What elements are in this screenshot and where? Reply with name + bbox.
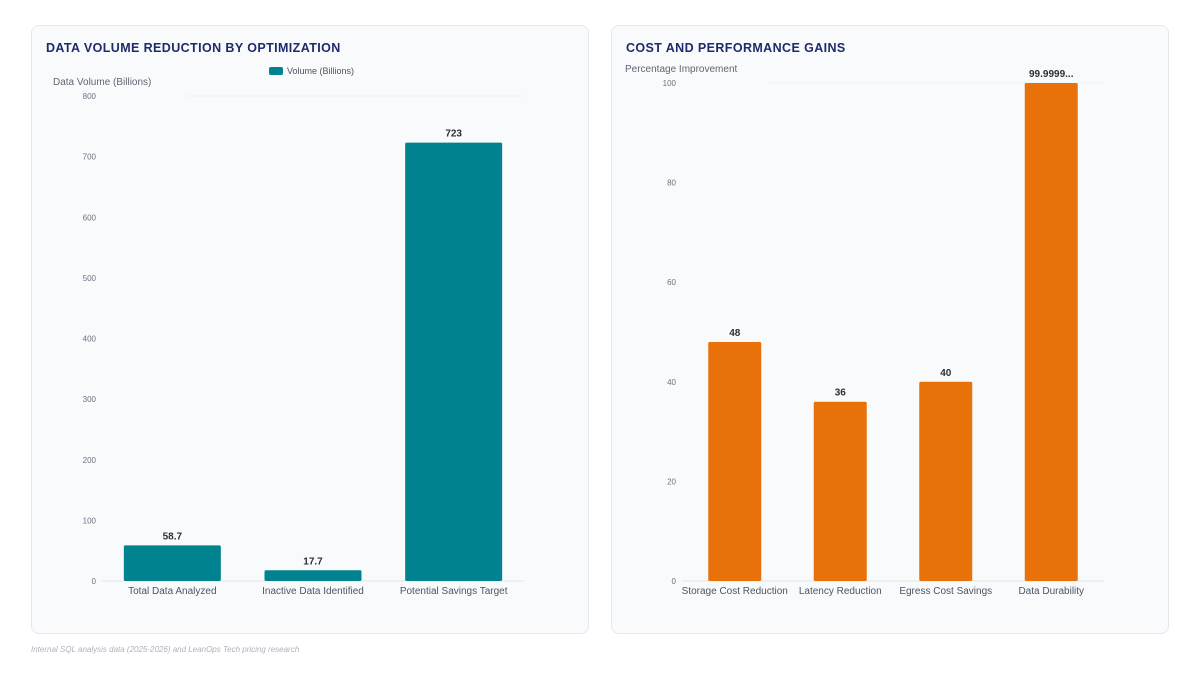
y-tick-label: 80 xyxy=(667,179,676,188)
y-tick-label: 60 xyxy=(667,278,676,287)
y-tick-label: 600 xyxy=(83,213,97,222)
y-tick-label: 500 xyxy=(83,274,97,283)
bar-value-label: 36 xyxy=(835,388,847,399)
x-tick-label: Total Data Analyzed xyxy=(128,586,216,597)
bar-value-label: 40 xyxy=(940,368,952,379)
y-tick-label: 100 xyxy=(663,79,677,88)
y-tick-label: 0 xyxy=(92,577,97,586)
bar-value-label: 723 xyxy=(445,129,462,140)
bar xyxy=(264,570,362,581)
bar xyxy=(1024,83,1078,582)
gains-chart-title: COST AND PERFORMANCE GAINS xyxy=(626,41,846,55)
y-tick-label: 100 xyxy=(83,516,97,525)
bar xyxy=(405,142,503,581)
y-tick-label: 200 xyxy=(83,456,97,465)
y-tick-label: 300 xyxy=(83,395,97,404)
gains-chart-panel: COST AND PERFORMANCE GAINS Percentage Im… xyxy=(611,25,1169,634)
x-tick-label: Inactive Data Identified xyxy=(262,586,364,597)
y-tick-label: 0 xyxy=(672,577,677,586)
legend-swatch xyxy=(269,67,283,75)
x-tick-label: Egress Cost Savings xyxy=(899,586,992,597)
bar-value-label: 17.7 xyxy=(303,556,323,567)
source-footnote: Internal SQL analysis data (2025-2026) a… xyxy=(31,645,300,654)
y-axis-title: Data Volume (Billions) xyxy=(53,77,151,88)
bar-value-label: 58.7 xyxy=(163,531,183,542)
volume-chart-panel: DATA VOLUME REDUCTION BY OPTIMIZATION Da… xyxy=(31,25,589,634)
bar xyxy=(123,545,221,581)
volume-chart-title: DATA VOLUME REDUCTION BY OPTIMIZATION xyxy=(46,41,341,55)
bar xyxy=(708,341,762,581)
x-tick-label: Storage Cost Reduction xyxy=(682,586,788,597)
y-tick-label: 20 xyxy=(667,477,676,486)
volume-bar-chart: Data Volume (Billions) 800 700 600 500 400 300… xyxy=(53,66,524,597)
bar xyxy=(813,401,867,581)
x-tick-label: Potential Savings Target xyxy=(400,586,508,597)
bar-value-label: 48 xyxy=(729,328,741,339)
x-tick-label: Data Durability xyxy=(1018,586,1084,597)
gains-bar-chart: Percentage Improvement 100 80 60 40 20 0 48 Stor… xyxy=(625,64,1104,597)
y-tick-label: 400 xyxy=(83,335,97,344)
y-axis-title: Percentage Improvement xyxy=(625,64,738,75)
y-tick-label: 800 xyxy=(83,92,97,101)
bar-value-label: 99.9999... xyxy=(1029,69,1074,80)
x-tick-label: Latency Reduction xyxy=(799,586,882,597)
y-tick-label: 700 xyxy=(83,153,97,162)
y-tick-label: 40 xyxy=(667,378,676,387)
legend-label: Volume (Billions) xyxy=(287,66,354,76)
bar xyxy=(919,381,973,581)
